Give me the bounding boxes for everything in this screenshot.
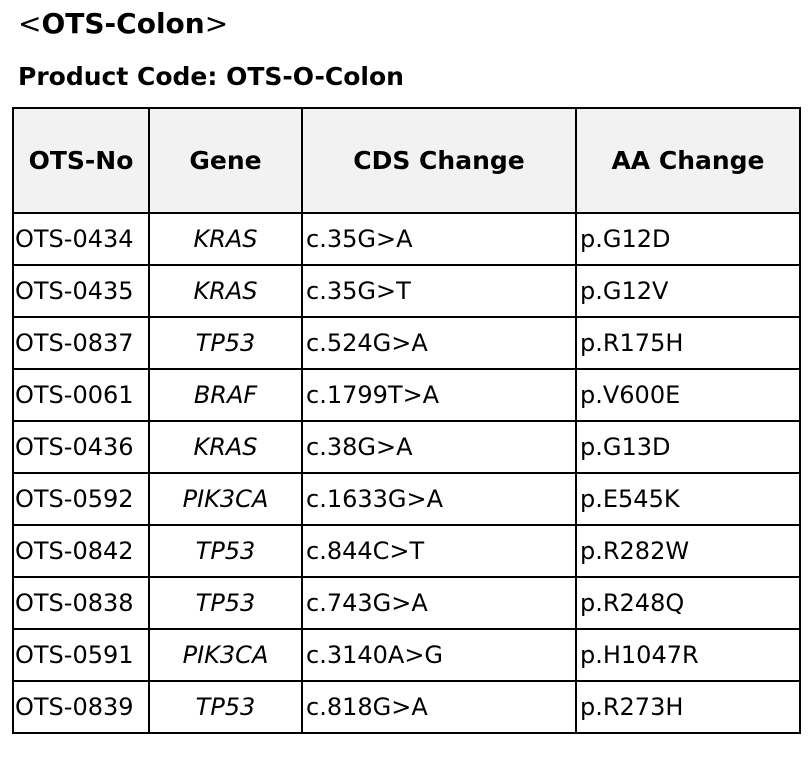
cell-gene: KRAS <box>148 212 303 266</box>
cell-cds-change: c.35G>A <box>301 212 577 266</box>
table-row: OTS-0839 TP53 c.818G>A p.R273H <box>12 680 801 734</box>
cell-cds-change: c.1633G>A <box>301 472 577 526</box>
cell-aa-change: p.G12V <box>575 264 801 318</box>
cell-gene: BRAF <box>148 368 303 422</box>
cell-ots-no: OTS-0839 <box>12 680 150 734</box>
cell-gene: PIK3CA <box>148 628 303 682</box>
cell-cds-change: c.38G>A <box>301 420 577 474</box>
cell-cds-change: c.818G>A <box>301 680 577 734</box>
header-ots-no: OTS-No <box>12 107 150 214</box>
cell-cds-change: c.743G>A <box>301 576 577 630</box>
cell-gene: TP53 <box>148 576 303 630</box>
header-cds-change: CDS Change <box>301 107 577 214</box>
cell-ots-no: OTS-0592 <box>12 472 150 526</box>
cell-aa-change: p.G13D <box>575 420 801 474</box>
cell-gene: TP53 <box>148 680 303 734</box>
cell-gene: KRAS <box>148 264 303 318</box>
table-row: OTS-0061 BRAF c.1799T>A p.V600E <box>12 368 801 422</box>
page-title: <OTS-Colon> <box>18 6 228 42</box>
title-text: OTS-Colon <box>41 7 205 40</box>
cell-aa-change: p.G12D <box>575 212 801 266</box>
cell-ots-no: OTS-0837 <box>12 316 150 370</box>
title-close-bracket: > <box>204 7 229 40</box>
cell-aa-change: p.R273H <box>575 680 801 734</box>
cell-ots-no: OTS-0434 <box>12 212 150 266</box>
cell-ots-no: OTS-0842 <box>12 524 150 578</box>
cell-ots-no: OTS-0435 <box>12 264 150 318</box>
table-row: OTS-0837 TP53 c.524G>A p.R175H <box>12 316 801 370</box>
cell-cds-change: c.3140A>G <box>301 628 577 682</box>
cell-aa-change: p.V600E <box>575 368 801 422</box>
cell-gene: TP53 <box>148 524 303 578</box>
table-row: OTS-0842 TP53 c.844C>T p.R282W <box>12 524 801 578</box>
cell-aa-change: p.R248Q <box>575 576 801 630</box>
table-row: OTS-0838 TP53 c.743G>A p.R248Q <box>12 576 801 630</box>
cell-cds-change: c.844C>T <box>301 524 577 578</box>
cell-cds-change: c.35G>T <box>301 264 577 318</box>
cell-aa-change: p.H1047R <box>575 628 801 682</box>
cell-gene: TP53 <box>148 316 303 370</box>
cell-gene: PIK3CA <box>148 472 303 526</box>
table-row: OTS-0591 PIK3CA c.3140A>G p.H1047R <box>12 628 801 682</box>
table-row: OTS-0436 KRAS c.38G>A p.G13D <box>12 420 801 474</box>
cell-cds-change: c.524G>A <box>301 316 577 370</box>
cell-ots-no: OTS-0061 <box>12 368 150 422</box>
table-row: OTS-0435 KRAS c.35G>T p.G12V <box>12 264 801 318</box>
cell-aa-change: p.R175H <box>575 316 801 370</box>
table-row: OTS-0434 KRAS c.35G>A p.G12D <box>12 212 801 266</box>
header-gene: Gene <box>148 107 303 214</box>
title-open-bracket: < <box>18 7 42 40</box>
cell-aa-change: p.E545K <box>575 472 801 526</box>
cell-ots-no: OTS-0591 <box>12 628 150 682</box>
header-aa-change: AA Change <box>575 107 801 214</box>
table-row: OTS-0592 PIK3CA c.1633G>A p.E545K <box>12 472 801 526</box>
cell-gene: KRAS <box>148 420 303 474</box>
table-header-row: OTS-No Gene CDS Change AA Change <box>12 107 801 214</box>
cell-ots-no: OTS-0838 <box>12 576 150 630</box>
product-code: Product Code: OTS-O-Colon <box>18 62 404 91</box>
cell-aa-change: p.R282W <box>575 524 801 578</box>
cell-ots-no: OTS-0436 <box>12 420 150 474</box>
cell-cds-change: c.1799T>A <box>301 368 577 422</box>
variants-table: OTS-No Gene CDS Change AA Change OTS-043… <box>12 107 801 734</box>
